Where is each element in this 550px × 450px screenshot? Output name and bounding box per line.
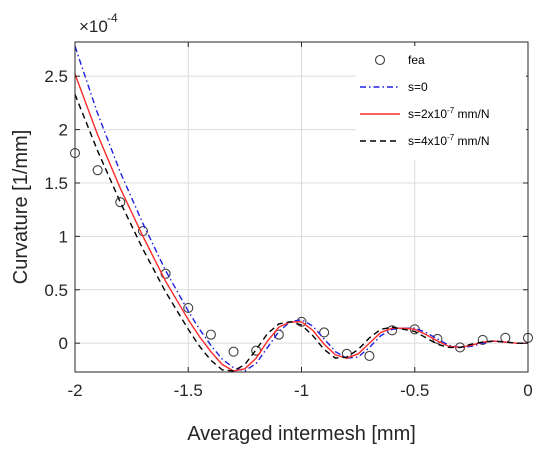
x-axis-label: Averaged intermesh [mm] xyxy=(187,423,416,445)
legend-label: s=2x10-7 mm/N xyxy=(408,106,489,121)
legend-label-exponent: -7 xyxy=(447,106,455,115)
series-line-3 xyxy=(74,94,528,372)
y-exponent-label: ×10 -4 xyxy=(79,11,118,36)
x-tick-label: 0 xyxy=(523,381,532,400)
legend-marker xyxy=(374,54,386,66)
series-line-1 xyxy=(74,46,528,372)
series-layer xyxy=(69,46,534,372)
y-tick-label: 2 xyxy=(59,121,68,140)
legend-label-unit: mm/N xyxy=(454,107,489,121)
x-tick-label: -0.5 xyxy=(400,381,429,400)
y-tick-label: 0.5 xyxy=(44,281,68,300)
fea-point xyxy=(228,346,239,357)
y-tick-label: 1.5 xyxy=(44,174,68,193)
fea-point xyxy=(273,329,284,340)
axis-ticks: -2 -1.5 -1 -0.5 0 0 0.5 1 1.5 2 2.5 xyxy=(44,42,533,400)
fea-point xyxy=(115,197,126,208)
legend-label-unit: mm/N xyxy=(454,134,489,148)
legend-label-name: fea xyxy=(408,53,425,67)
x-tick-label: -1.5 xyxy=(174,381,203,400)
legend-label-exponent: -7 xyxy=(447,133,455,142)
fea-point xyxy=(477,334,488,346)
x-tick-label: -2 xyxy=(67,381,82,400)
fea-point xyxy=(183,302,194,313)
legend-label-name: s=2x10 xyxy=(408,107,447,121)
legend-label-name: s=0 xyxy=(408,80,428,94)
fea-point xyxy=(92,165,103,176)
fea-point xyxy=(319,327,330,338)
y-tick-label: 2.5 xyxy=(44,67,68,86)
exponent-base: ×10 xyxy=(79,17,108,36)
fea-point xyxy=(364,350,375,362)
fea-point xyxy=(205,329,216,340)
legend-label: fea xyxy=(408,53,425,67)
legend-label: s=0 xyxy=(408,80,428,94)
y-axis-label: Curvature [1/mm] xyxy=(10,130,32,284)
x-tick-label: -1 xyxy=(294,381,309,400)
y-tick-label: 0 xyxy=(59,334,68,353)
legend-label-name: s=4x10 xyxy=(408,134,447,148)
exponent-power: -4 xyxy=(107,11,118,25)
y-tick-label: 1 xyxy=(59,227,68,246)
legend-label: s=4x10-7 mm/N xyxy=(408,133,489,148)
